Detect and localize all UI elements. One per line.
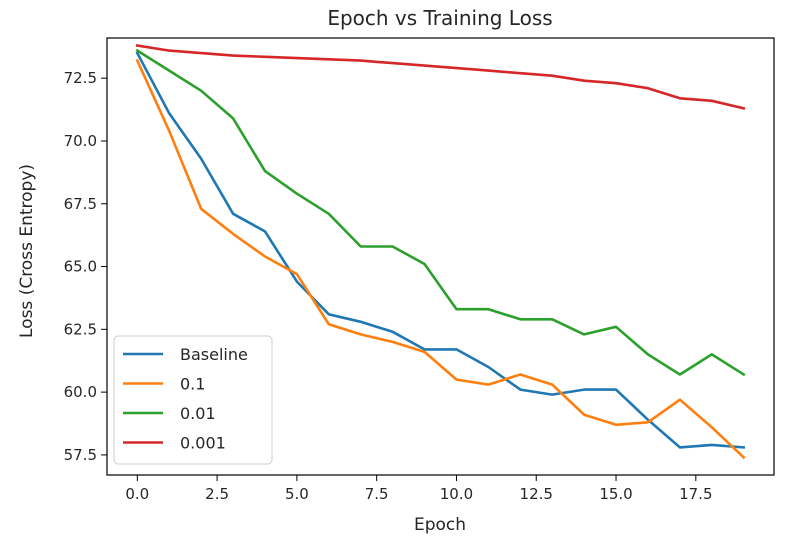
x-tick-label: 7.5 bbox=[365, 485, 389, 503]
series-line-0 bbox=[135, 51, 746, 449]
series-line-3 bbox=[135, 44, 746, 110]
x-tick-label: 0.0 bbox=[125, 485, 149, 503]
x-tick-label: 2.5 bbox=[205, 485, 229, 503]
y-tick-label: 60.0 bbox=[64, 383, 97, 401]
x-axis-label: Epoch bbox=[414, 515, 466, 535]
legend-box bbox=[113, 335, 273, 465]
x-tick-label: 12.5 bbox=[520, 485, 553, 503]
x-tick-label: 10.0 bbox=[440, 485, 473, 503]
legend: Baseline 0.1 0.01 0.001 bbox=[113, 335, 273, 465]
plot-area bbox=[135, 44, 746, 460]
y-tick-label: 62.5 bbox=[64, 320, 97, 338]
legend-label-1: 0.1 bbox=[180, 375, 205, 394]
series-line-1 bbox=[135, 58, 746, 460]
y-tick-label: 70.0 bbox=[64, 132, 97, 150]
y-tick-label: 67.5 bbox=[64, 195, 97, 213]
axes: 0.0 2.5 5.0 7.5 10.0 12.5 15.0 17.5 57.5 60.0 62.5… bbox=[64, 37, 775, 503]
plot-frame bbox=[106, 37, 775, 476]
y-axis-label: Loss (Cross Entropy) bbox=[17, 164, 37, 338]
x-tick-label: 15.0 bbox=[599, 485, 632, 503]
legend-label-2: 0.01 bbox=[180, 404, 216, 423]
x-tick-label: 17.5 bbox=[679, 485, 712, 503]
y-tick-label: 57.5 bbox=[64, 446, 97, 464]
legend-label-0: Baseline bbox=[180, 345, 248, 364]
y-tick-label: 65.0 bbox=[64, 258, 97, 276]
y-tick-label: 72.5 bbox=[64, 69, 97, 87]
x-tick-label: 5.0 bbox=[285, 485, 309, 503]
chart-title: Epoch vs Training Loss bbox=[327, 6, 552, 30]
legend-label-3: 0.001 bbox=[180, 434, 226, 453]
series-line-2 bbox=[135, 48, 746, 377]
